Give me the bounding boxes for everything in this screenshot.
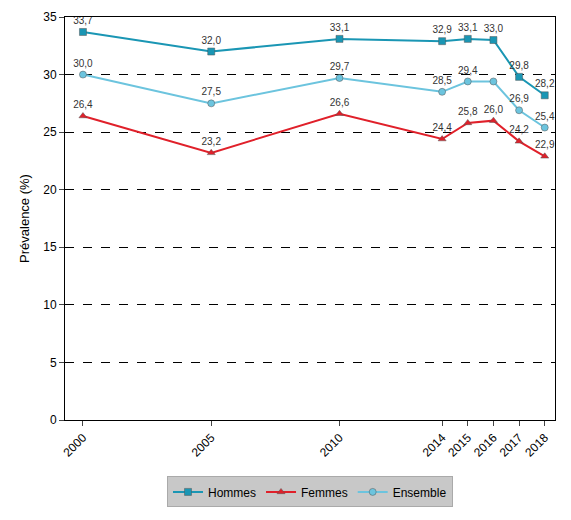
svg-text:30: 30: [43, 68, 57, 82]
svg-text:2016: 2016: [471, 431, 500, 460]
svg-text:32,0: 32,0: [201, 35, 221, 46]
svg-text:Femmes: Femmes: [301, 486, 348, 500]
svg-text:32,9: 32,9: [432, 24, 452, 35]
svg-text:25: 25: [43, 125, 57, 139]
svg-text:15: 15: [43, 240, 57, 254]
svg-text:24,4: 24,4: [432, 122, 452, 133]
svg-text:27,5: 27,5: [201, 86, 221, 97]
svg-text:2014: 2014: [420, 431, 449, 460]
svg-text:30,0: 30,0: [73, 58, 93, 69]
svg-text:33,0: 33,0: [484, 23, 504, 34]
svg-text:Prévalence (%): Prévalence (%): [17, 174, 32, 263]
svg-text:24,2: 24,2: [509, 124, 529, 135]
svg-text:5: 5: [50, 356, 57, 370]
svg-text:2010: 2010: [317, 431, 346, 460]
svg-text:10: 10: [43, 298, 57, 312]
svg-text:33,1: 33,1: [330, 22, 350, 33]
svg-text:35: 35: [43, 10, 57, 24]
svg-text:2017: 2017: [497, 431, 526, 460]
svg-text:Hommes: Hommes: [208, 486, 256, 500]
svg-text:Ensemble: Ensemble: [393, 486, 447, 500]
svg-text:26,0: 26,0: [484, 104, 504, 115]
svg-text:2018: 2018: [522, 431, 551, 460]
svg-text:26,4: 26,4: [73, 99, 93, 110]
svg-text:28,5: 28,5: [432, 75, 452, 86]
svg-text:33,1: 33,1: [458, 22, 478, 33]
svg-text:23,2: 23,2: [201, 136, 221, 147]
svg-text:25,4: 25,4: [535, 111, 555, 122]
svg-text:28,2: 28,2: [535, 78, 555, 89]
svg-text:2000: 2000: [61, 431, 90, 460]
svg-text:29,7: 29,7: [330, 61, 350, 72]
svg-text:22,9: 22,9: [535, 139, 555, 150]
svg-text:2005: 2005: [189, 431, 218, 460]
svg-text:0: 0: [50, 413, 57, 427]
svg-text:26,9: 26,9: [509, 93, 529, 104]
svg-text:2015: 2015: [445, 431, 474, 460]
svg-text:29,8: 29,8: [509, 60, 529, 71]
svg-text:26,6: 26,6: [330, 97, 350, 108]
svg-text:20: 20: [43, 183, 57, 197]
svg-text:25,8: 25,8: [458, 106, 478, 117]
svg-text:33,7: 33,7: [73, 17, 93, 26]
svg-text:29,4: 29,4: [458, 65, 478, 76]
